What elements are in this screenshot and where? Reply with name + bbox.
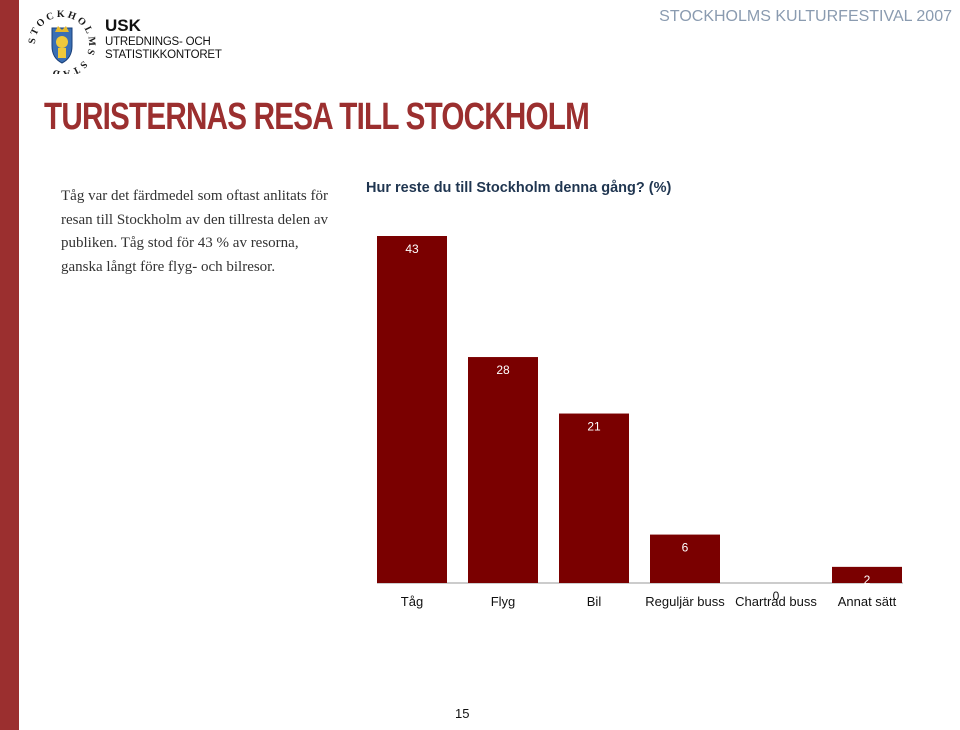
category-label-3: Bil: [587, 594, 602, 609]
chart-title: Hur reste du till Stockholm denna gång? …: [366, 180, 672, 196]
data-label-4: 6: [682, 541, 689, 555]
bar-3: [559, 413, 629, 583]
org-name-line-2: STATISTIKKONTORET: [105, 49, 222, 61]
data-label-1: 43: [405, 242, 419, 256]
data-label-2: 28: [496, 363, 510, 377]
event-title: STOCKHOLMS KULTURFESTIVAL 2007: [659, 8, 952, 25]
bar-1: [377, 236, 447, 583]
slide-title: TURISTERNAS RESA TILL STOCKHOLM: [44, 96, 590, 138]
bar-2: [468, 357, 538, 583]
data-label-6: 2: [864, 573, 871, 587]
category-label-5: Chartrad buss: [735, 594, 817, 609]
sidebar-accent-bar: [0, 0, 19, 730]
bar-4: [650, 534, 720, 583]
data-label-3: 21: [587, 420, 601, 434]
category-label-6: Annat sätt: [838, 594, 897, 609]
category-label-4: Reguljär buss: [645, 594, 725, 609]
category-label-1: Tåg: [401, 594, 423, 609]
stockholms-stad-logo: STOCKHOLMS STAD: [26, 9, 98, 79]
bar-6: [832, 566, 902, 583]
org-abbreviation: USK: [105, 16, 141, 35]
page-number: 15: [455, 706, 470, 721]
data-label-5: 0: [773, 589, 780, 603]
intro-text: Tåg var det färdmedel som oftast anlitat…: [61, 188, 329, 275]
org-name-line-1: UTREDNINGS- OCH: [105, 36, 211, 48]
category-label-2: Flyg: [491, 594, 516, 609]
organization-name: USK UTREDNINGS- OCH STATISTIKKONTORET: [105, 16, 222, 62]
